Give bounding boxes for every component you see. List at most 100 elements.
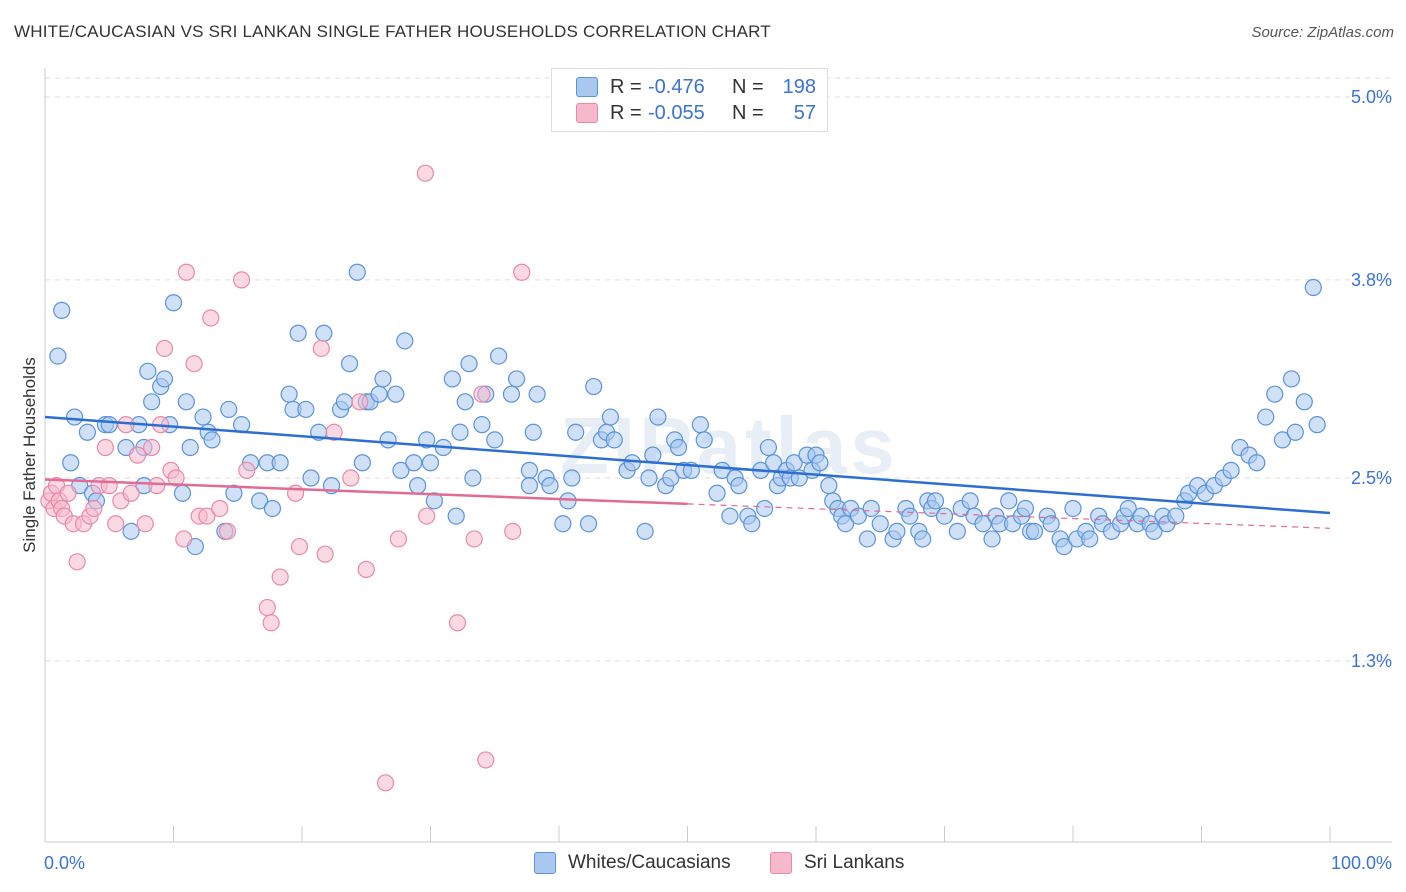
white-point (164, 294, 183, 312)
srilankan-point (504, 522, 522, 540)
white-point (502, 385, 521, 403)
srilankan-trendline-extension (687, 503, 1331, 529)
white-point (1248, 454, 1266, 472)
white-point (640, 469, 658, 487)
srilankan-point (100, 477, 118, 495)
white-point (464, 469, 482, 487)
white-r-value: -0.476 (648, 75, 705, 98)
srilankan-swatch (576, 103, 598, 123)
white-point (507, 370, 526, 388)
white-point (662, 469, 680, 487)
white-point (983, 530, 1001, 548)
white-point (1273, 431, 1292, 449)
white-point (203, 431, 221, 449)
white-point (1266, 385, 1284, 403)
white-point (335, 393, 354, 411)
white-point (695, 431, 713, 449)
srilankan-point (342, 469, 360, 487)
white-point (601, 408, 620, 426)
white-point (901, 507, 919, 525)
srilankan-point (59, 484, 77, 502)
white-point (820, 477, 838, 495)
white-point (554, 515, 572, 533)
srilankan-point (473, 385, 491, 403)
legend-row-srilankan: R = -0.055 N = 57 (576, 101, 816, 125)
white-point (348, 263, 366, 281)
white-point (62, 454, 80, 472)
srilankan-point (148, 477, 166, 495)
x-tick-label-max: 100.0% (1331, 853, 1392, 873)
srilankan-point (122, 484, 140, 502)
white-point (225, 484, 243, 502)
white-point (139, 362, 157, 380)
srilankan-point (136, 515, 154, 533)
white-r-label: R = (610, 75, 642, 98)
x-tick-label-min: 0.0% (44, 853, 85, 873)
bottom-srilankan-label: Sri Lankans (804, 852, 905, 873)
white-point (263, 499, 282, 518)
white-point (1081, 530, 1099, 548)
white-point (302, 469, 320, 487)
srilankan-point (85, 499, 103, 518)
white-point (1145, 522, 1163, 540)
white-point (490, 347, 508, 365)
white-n-label: N = (732, 75, 764, 98)
srilankan-point (258, 598, 276, 617)
srilankan-point (465, 530, 483, 548)
white-point (181, 438, 199, 457)
srilankan-point (177, 263, 195, 281)
srilankan-point (68, 553, 86, 571)
white-point (1257, 408, 1275, 426)
white-point (1064, 499, 1082, 518)
white-point (280, 385, 298, 403)
white-point (935, 507, 954, 525)
white-point (520, 477, 539, 495)
srilankan-point (198, 507, 216, 525)
white-point (926, 492, 945, 510)
white-point (456, 393, 474, 411)
white-point (1167, 507, 1185, 525)
white-point (541, 477, 559, 495)
y-tick-label: 5.0% (1351, 87, 1392, 107)
srilankan-point (271, 568, 289, 586)
bottom-legend-srilankan: Sri Lankans (770, 852, 904, 874)
source-label: Source: ZipAtlas.com (1251, 24, 1394, 41)
white-n-value: 198 (782, 75, 816, 98)
srilankan-point (513, 263, 531, 281)
white-point (405, 454, 423, 472)
white-point (1042, 515, 1060, 533)
white-point (974, 515, 992, 533)
srilankan-point (107, 515, 125, 533)
y-axis-label: Single Father Households (20, 357, 39, 553)
chart-title: WHITE/CAUCASIAN VS SRI LANKAN SINGLE FAT… (14, 22, 771, 41)
white-point (155, 370, 174, 388)
white-point (392, 461, 410, 479)
white-point (53, 301, 71, 319)
white-point (78, 423, 97, 441)
srilankan-point (312, 339, 330, 358)
white-trendline (44, 415, 1331, 515)
srilankan-point (128, 446, 147, 464)
white-point (721, 507, 739, 525)
white-point (271, 454, 289, 472)
white-point (370, 385, 388, 403)
white-point (1295, 393, 1313, 411)
srilankan-point (211, 499, 229, 518)
srilankan-point (96, 438, 114, 457)
white-point (914, 530, 932, 548)
srilankan-point (143, 438, 161, 457)
y-tick-label: 1.3% (1351, 651, 1392, 671)
white-point (759, 438, 778, 457)
white-point (559, 492, 577, 510)
stats-legend: R = -0.476 N = 198 R = -0.055 N = 57 (551, 68, 828, 132)
srilankan-point (218, 522, 237, 540)
white-point (1308, 416, 1326, 434)
white-point (836, 515, 855, 533)
white-point (1000, 492, 1018, 510)
white-point (486, 431, 504, 449)
srilankan-point (325, 423, 343, 441)
white-point (379, 431, 397, 449)
white-point (585, 377, 603, 396)
srilankan-point (448, 614, 467, 632)
